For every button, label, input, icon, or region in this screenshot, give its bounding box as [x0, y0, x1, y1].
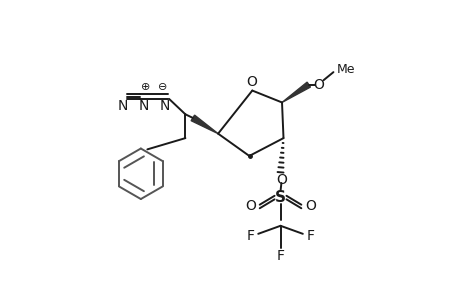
Text: O: O: [275, 173, 286, 187]
Text: F: F: [276, 249, 284, 263]
Text: ⊕: ⊕: [141, 82, 151, 92]
Text: F: F: [246, 229, 254, 243]
Text: ⊖: ⊖: [157, 82, 167, 92]
Text: F: F: [306, 229, 314, 243]
Polygon shape: [281, 82, 310, 102]
Text: Me: Me: [336, 63, 354, 76]
Text: N: N: [118, 99, 128, 113]
Polygon shape: [190, 115, 218, 134]
Text: S: S: [274, 190, 285, 205]
Text: O: O: [244, 200, 255, 214]
Text: N: N: [159, 99, 169, 113]
Text: O: O: [246, 75, 257, 88]
Text: N: N: [138, 99, 149, 113]
Text: O: O: [313, 78, 324, 92]
Text: O: O: [305, 200, 316, 214]
